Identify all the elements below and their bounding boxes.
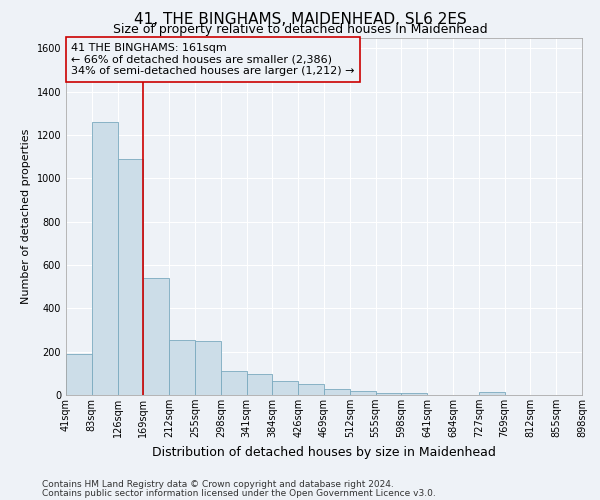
Text: 41, THE BINGHAMS, MAIDENHEAD, SL6 2ES: 41, THE BINGHAMS, MAIDENHEAD, SL6 2ES — [134, 12, 466, 28]
Bar — [66, 354, 92, 395]
Bar — [118, 159, 143, 395]
Y-axis label: Number of detached properties: Number of detached properties — [21, 128, 31, 304]
X-axis label: Distribution of detached houses by size in Maidenhead: Distribution of detached houses by size … — [152, 446, 496, 458]
Bar — [143, 278, 169, 395]
Bar — [298, 384, 324, 395]
Bar — [169, 340, 195, 395]
Bar — [376, 393, 401, 395]
Bar — [272, 381, 298, 395]
Text: Contains public sector information licensed under the Open Government Licence v3: Contains public sector information licen… — [42, 488, 436, 498]
Text: 41 THE BINGHAMS: 161sqm
← 66% of detached houses are smaller (2,386)
34% of semi: 41 THE BINGHAMS: 161sqm ← 66% of detache… — [71, 43, 355, 76]
Bar — [401, 393, 427, 395]
Bar — [221, 371, 247, 395]
Text: Size of property relative to detached houses in Maidenhead: Size of property relative to detached ho… — [113, 22, 487, 36]
Bar — [350, 390, 376, 395]
Bar — [92, 122, 118, 395]
Bar — [324, 388, 350, 395]
Bar — [195, 341, 221, 395]
Bar — [479, 392, 505, 395]
Text: Contains HM Land Registry data © Crown copyright and database right 2024.: Contains HM Land Registry data © Crown c… — [42, 480, 394, 489]
Bar — [247, 374, 272, 395]
